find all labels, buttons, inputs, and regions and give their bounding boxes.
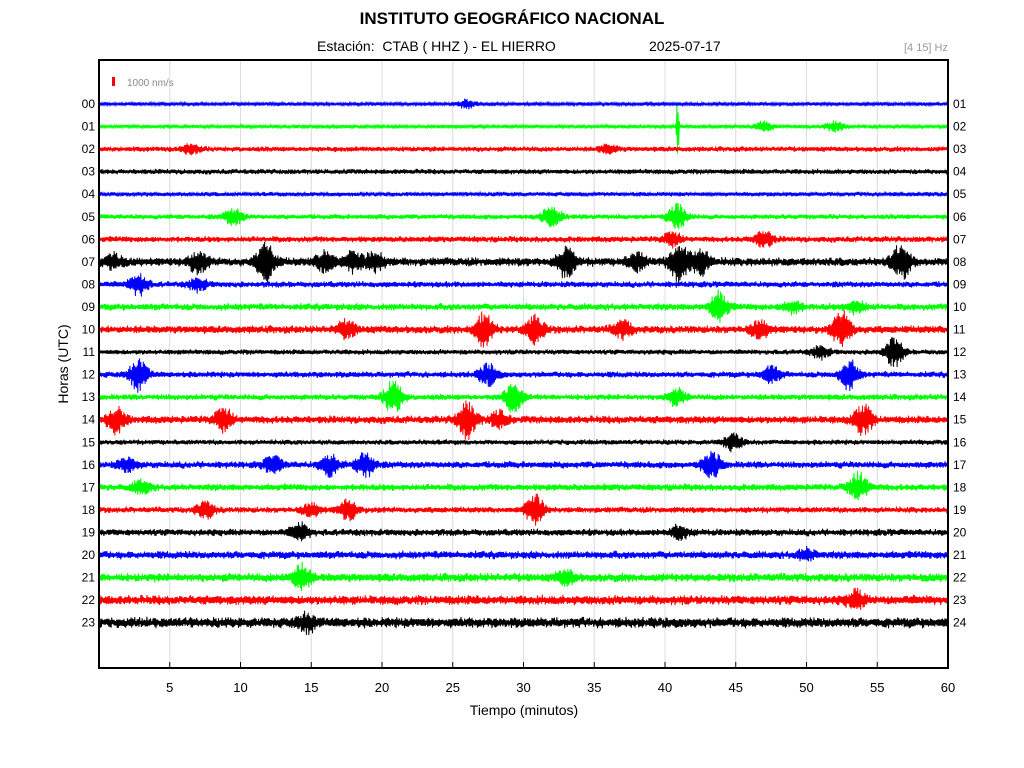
scale-bar: 1000 nm/s (112, 77, 174, 89)
hour-label-left: 04 (82, 187, 96, 201)
hour-label-right: 08 (953, 255, 967, 269)
scale-bar-label: 1000 nm/s (127, 78, 174, 89)
x-axis-label: Tiempo (minutos) (470, 702, 578, 718)
hour-label-right: 23 (953, 593, 967, 607)
trace-hour-13 (98, 380, 949, 413)
trace-hour-23 (98, 610, 949, 636)
hour-label-left: 14 (82, 413, 96, 427)
hour-label-right: 15 (953, 413, 967, 427)
hour-label-right: 22 (953, 571, 967, 585)
trace-hour-15 (98, 432, 949, 453)
hour-label-left: 01 (82, 120, 96, 134)
trace-hour-12 (98, 358, 949, 393)
trace-hour-22 (98, 587, 949, 610)
hour-label-left: 00 (82, 97, 96, 111)
x-tick-label: 50 (799, 680, 813, 695)
x-tick-label: 5 (166, 680, 173, 695)
hour-label-right: 07 (953, 232, 967, 246)
trace-hour-21 (98, 561, 949, 592)
hour-label-right: 06 (953, 210, 967, 224)
axes: 5 10 15 20 25 30 35 40 45 50 55 60 00 01 01 02 02 03 03 04 0… (82, 97, 967, 695)
trace-hour-17 (98, 470, 949, 501)
trace-hour-05 (98, 203, 949, 230)
hour-label-right: 13 (953, 368, 967, 382)
hour-label-right: 05 (953, 187, 967, 201)
trace-hour-14 (98, 400, 949, 441)
hour-label-left: 07 (82, 255, 96, 269)
x-tick-label: 25 (446, 680, 460, 695)
hour-label-right: 02 (953, 120, 967, 134)
hour-label-right: 01 (953, 97, 967, 111)
x-tick-label: 10 (233, 680, 247, 695)
hour-label-left: 22 (82, 593, 96, 607)
hour-label-right: 03 (953, 142, 967, 156)
trace-hour-10 (98, 310, 949, 348)
trace-hour-08 (98, 273, 949, 297)
x-tick-label: 30 (516, 680, 530, 695)
hour-label-right: 18 (953, 480, 967, 494)
trace-hour-04 (98, 190, 949, 198)
hour-label-left: 20 (82, 548, 96, 562)
hour-label-right: 11 (953, 323, 966, 337)
scale-bar-mark (112, 77, 115, 86)
trace-hour-19 (98, 521, 949, 542)
x-tick-label: 15 (304, 680, 318, 695)
x-tick-label: 40 (658, 680, 672, 695)
hour-label-left: 09 (82, 300, 96, 314)
hour-label-left: 03 (82, 165, 96, 179)
x-tick-label: 55 (870, 680, 884, 695)
station-subtitle: Estación: CTAB ( HHZ ) - EL HIERRO (317, 38, 556, 54)
trace-hour-07 (98, 241, 949, 286)
trace-hour-06 (98, 230, 949, 249)
hour-label-right: 20 (953, 525, 967, 539)
hour-label-left: 15 (82, 435, 96, 449)
trace-hour-18 (98, 493, 949, 526)
hour-label-right: 14 (953, 390, 967, 404)
y-axis-label: Horas (UTC) (55, 324, 71, 403)
hour-label-left: 11 (83, 345, 96, 359)
hour-label-left: 08 (82, 277, 96, 291)
trace-hour-01 (98, 105, 949, 154)
hour-label-right: 04 (953, 165, 967, 179)
hour-label-left: 18 (82, 503, 96, 517)
date-label: 2025-07-17 (649, 38, 721, 54)
hour-label-left: 21 (82, 571, 96, 585)
hour-label-right: 16 (953, 435, 967, 449)
hour-label-left: 02 (82, 142, 96, 156)
hour-label-left: 13 (82, 390, 96, 404)
hour-label-left: 16 (82, 458, 96, 472)
hour-label-right: 17 (953, 458, 967, 472)
hour-label-right: 24 (953, 616, 967, 630)
grid (169, 60, 878, 668)
hour-label-left: 23 (82, 616, 96, 630)
hour-label-left: 06 (82, 232, 96, 246)
hour-label-left: 17 (82, 480, 96, 494)
chart-title: INSTITUTO GEOGRÁFICO NACIONAL (359, 9, 665, 28)
hour-label-right: 10 (953, 300, 967, 314)
trace-hour-02 (98, 143, 949, 156)
hour-label-left: 12 (82, 368, 96, 382)
x-tick-label: 60 (941, 680, 955, 695)
trace-hour-00 (98, 98, 949, 110)
hour-label-right: 09 (953, 277, 967, 291)
hour-label-right: 12 (953, 345, 967, 359)
trace-hour-09 (98, 289, 949, 323)
filter-band-label: [4 15] Hz (903, 42, 948, 54)
trace-hour-03 (98, 168, 949, 176)
x-tick-label: 35 (587, 680, 601, 695)
hour-label-left: 05 (82, 210, 96, 224)
hour-label-left: 10 (82, 323, 96, 337)
hour-label-left: 19 (82, 525, 96, 539)
hour-label-right: 19 (953, 503, 967, 517)
traces (98, 98, 949, 636)
trace-hour-16 (98, 450, 949, 479)
trace-hour-20 (98, 545, 949, 562)
trace-hour-11 (98, 337, 949, 368)
hour-label-right: 21 (953, 548, 967, 562)
x-tick-label: 45 (729, 680, 743, 695)
x-tick-label: 20 (375, 680, 389, 695)
